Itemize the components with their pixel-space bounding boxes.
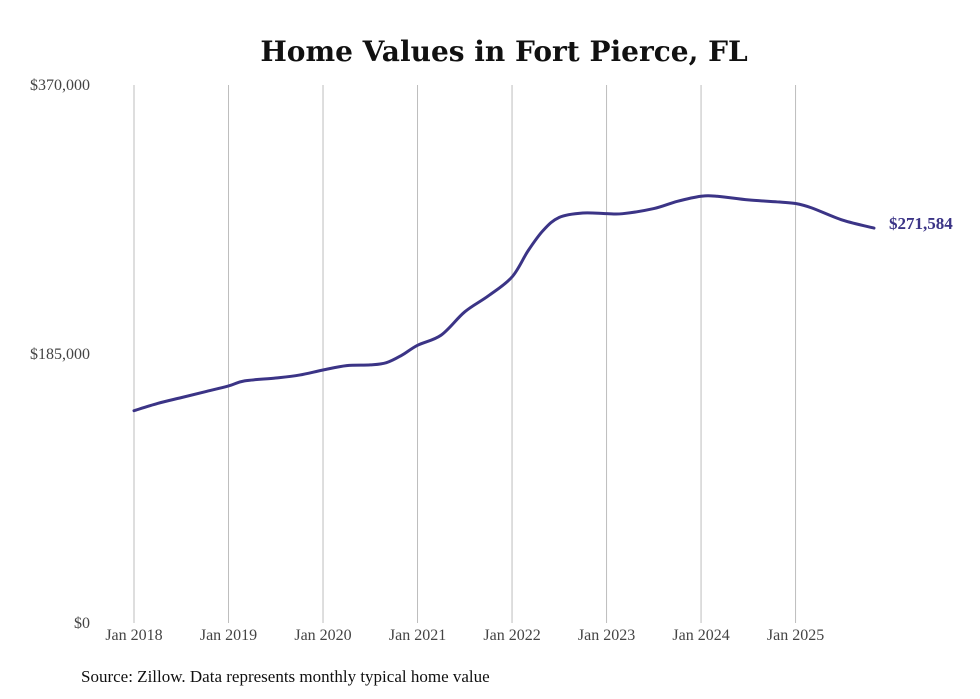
- x-tick-label: Jan 2023: [578, 627, 635, 644]
- source-note: Source: Zillow. Data represents monthly …: [81, 667, 490, 686]
- x-tick-label: Jan 2025: [767, 627, 824, 644]
- x-tick-label: Jan 2019: [200, 627, 257, 644]
- y-tick-label: $0: [74, 615, 90, 632]
- x-tick-label: Jan 2021: [389, 627, 446, 644]
- line-chart: Home Values in Fort Pierce, FL $0 $185,00…: [30, 35, 953, 644]
- x-tick-label: Jan 2018: [105, 627, 162, 644]
- y-axis-ticks: $0 $185,000 $370,000: [30, 77, 90, 632]
- chart-title: Home Values in Fort Pierce, FL: [260, 35, 748, 68]
- series-group: [132, 194, 876, 413]
- x-axis-ticks: Jan 2018 Jan 2019 Jan 2020 Jan 2021 Jan 2022…: [105, 627, 824, 644]
- x-tick-label: Jan 2020: [294, 627, 351, 644]
- series-line: [132, 194, 876, 413]
- x-tick-label: Jan 2024: [672, 627, 729, 644]
- grid-lines: [133, 85, 797, 623]
- end-value-label: $271,584: [889, 214, 953, 233]
- x-tick-label: Jan 2022: [483, 627, 540, 644]
- y-tick-label: $185,000: [30, 346, 90, 363]
- y-tick-label: $370,000: [30, 77, 90, 94]
